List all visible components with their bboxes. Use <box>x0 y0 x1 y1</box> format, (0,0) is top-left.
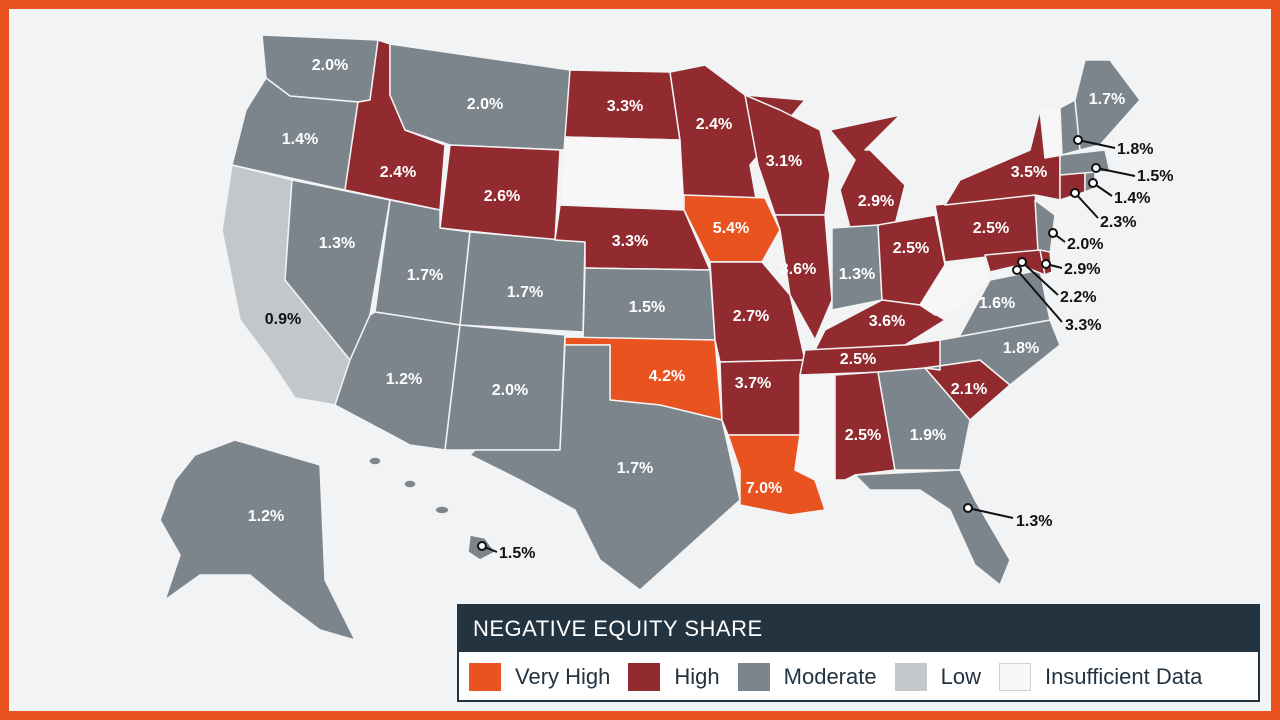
state-ar[interactable] <box>719 359 806 436</box>
label-ny: 3.5% <box>1011 164 1047 181</box>
label-tn: 2.5% <box>840 351 876 368</box>
label-tx: 1.7% <box>617 460 653 477</box>
legend-label: Very High <box>515 664 611 689</box>
state-fl[interactable] <box>854 469 1011 586</box>
label-ar: 3.7% <box>735 375 771 392</box>
legend-items: Very High High Moderate Low Insufficient Dat… <box>459 652 1258 702</box>
label-nd: 3.3% <box>607 98 643 115</box>
label-nc: 1.8% <box>1003 340 1039 357</box>
label-hi: 1.5% <box>499 545 535 562</box>
legend-item: Insufficient Data <box>998 663 1203 691</box>
state-hi-island-3 <box>368 456 382 466</box>
callout-dot-ri <box>1088 178 1098 188</box>
label-va: 1.6% <box>979 295 1015 312</box>
callout-dot-dc <box>1012 265 1022 275</box>
label-ca: 0.9% <box>265 311 301 328</box>
label-de: 2.9% <box>1064 261 1100 278</box>
callout-dot-ct <box>1070 188 1080 198</box>
legend-swatch <box>469 663 501 691</box>
callout-dot-de <box>1041 259 1051 269</box>
label-ma: 1.5% <box>1137 168 1173 185</box>
legend-swatch <box>628 663 661 691</box>
legend-item: Very High <box>469 663 610 691</box>
legend-title: NEGATIVE EQUITY SHARE <box>459 606 1258 652</box>
legend-swatch <box>737 663 770 691</box>
label-nm: 2.0% <box>492 382 528 399</box>
label-ri: 1.4% <box>1114 190 1150 207</box>
label-il: 3.6% <box>780 261 816 278</box>
label-id: 2.4% <box>380 164 416 181</box>
label-ne: 3.3% <box>612 233 648 250</box>
state-mn[interactable] <box>669 64 806 211</box>
label-wa: 2.0% <box>312 57 348 74</box>
state-nj[interactable] <box>1034 199 1056 256</box>
label-az: 1.2% <box>386 371 422 388</box>
legend-swatch <box>894 663 927 691</box>
label-md: 2.2% <box>1060 289 1096 306</box>
legend: NEGATIVE EQUITY SHARE Very High High Moder… <box>457 604 1260 702</box>
label-nj: 2.0% <box>1067 236 1103 253</box>
label-me: 1.7% <box>1089 91 1125 108</box>
label-mo: 2.7% <box>733 308 769 325</box>
label-in: 1.3% <box>839 266 875 283</box>
callout-dot-ma <box>1091 163 1101 173</box>
state-mi[interactable] <box>829 114 906 229</box>
state-il[interactable] <box>774 214 833 341</box>
callout-dot-nh <box>1073 135 1083 145</box>
label-co: 1.7% <box>507 284 543 301</box>
state-hi-island-1 <box>434 505 450 515</box>
label-ct: 2.3% <box>1100 214 1136 231</box>
legend-item: High <box>628 663 720 691</box>
state-ms[interactable] <box>794 374 836 481</box>
legend-label: High <box>674 664 720 689</box>
label-ut: 1.7% <box>407 267 443 284</box>
legend-label: Moderate <box>783 664 877 689</box>
label-nh: 1.8% <box>1117 141 1153 158</box>
state-ak[interactable] <box>159 439 356 641</box>
state-co[interactable] <box>459 231 586 333</box>
label-sc: 2.1% <box>951 381 987 398</box>
state-nc[interactable] <box>924 319 1061 386</box>
label-wi: 3.1% <box>766 153 802 170</box>
state-sd[interactable] <box>559 136 685 211</box>
label-oh: 2.5% <box>893 240 929 257</box>
legend-item: Moderate <box>737 663 877 691</box>
label-mn: 2.4% <box>696 116 732 133</box>
callout-dot-fl <box>963 503 973 513</box>
label-ak: 1.2% <box>248 508 284 525</box>
state-me[interactable] <box>1074 59 1141 151</box>
label-or: 1.4% <box>282 131 318 148</box>
state-hi-island-2 <box>403 479 417 489</box>
label-mt: 2.0% <box>467 96 503 113</box>
label-fl: 1.3% <box>1016 513 1052 530</box>
label-ky: 3.6% <box>869 313 905 330</box>
callout-dot-md <box>1017 257 1027 267</box>
legend-label: Low <box>940 664 981 689</box>
label-la: 7.0% <box>746 480 782 497</box>
label-dc: 3.3% <box>1065 317 1101 334</box>
callout-dot-nj <box>1048 228 1058 238</box>
label-ok: 4.2% <box>649 368 685 385</box>
state-tx[interactable] <box>469 344 741 591</box>
label-nv: 1.3% <box>319 235 355 252</box>
callout-dot-hi <box>477 541 487 551</box>
label-al: 2.5% <box>845 427 881 444</box>
label-ia: 5.4% <box>713 220 749 237</box>
label-wy: 2.6% <box>484 188 520 205</box>
label-ks: 1.5% <box>629 299 665 316</box>
legend-item: Low <box>894 663 981 691</box>
legend-label: Insufficient Data <box>1044 664 1203 689</box>
legend-swatch <box>998 663 1031 691</box>
label-mi: 2.9% <box>858 193 894 210</box>
label-pa: 2.5% <box>973 220 1009 237</box>
state-wv[interactable] <box>919 259 991 316</box>
state-wi[interactable] <box>744 94 831 216</box>
label-ga: 1.9% <box>910 427 946 444</box>
